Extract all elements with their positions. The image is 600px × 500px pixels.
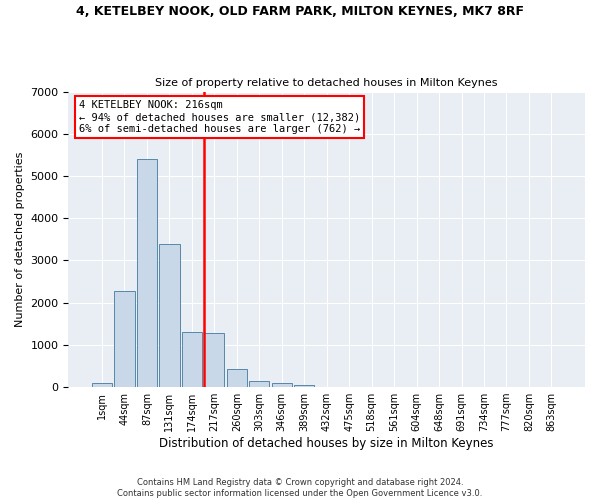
Text: 4, KETELBEY NOOK, OLD FARM PARK, MILTON KEYNES, MK7 8RF: 4, KETELBEY NOOK, OLD FARM PARK, MILTON … <box>76 5 524 18</box>
Bar <box>182 332 202 387</box>
Title: Size of property relative to detached houses in Milton Keynes: Size of property relative to detached ho… <box>155 78 498 88</box>
Bar <box>159 244 179 387</box>
X-axis label: Distribution of detached houses by size in Milton Keynes: Distribution of detached houses by size … <box>160 437 494 450</box>
Bar <box>92 383 112 387</box>
Bar <box>249 380 269 387</box>
Y-axis label: Number of detached properties: Number of detached properties <box>15 152 25 327</box>
Bar <box>204 334 224 387</box>
Bar <box>137 159 157 387</box>
Bar <box>227 370 247 387</box>
Text: Contains HM Land Registry data © Crown copyright and database right 2024.
Contai: Contains HM Land Registry data © Crown c… <box>118 478 482 498</box>
Bar <box>272 383 292 387</box>
Bar <box>294 385 314 387</box>
Text: 4 KETELBEY NOOK: 216sqm
← 94% of detached houses are smaller (12,382)
6% of semi: 4 KETELBEY NOOK: 216sqm ← 94% of detache… <box>79 100 360 134</box>
Bar <box>115 291 134 387</box>
